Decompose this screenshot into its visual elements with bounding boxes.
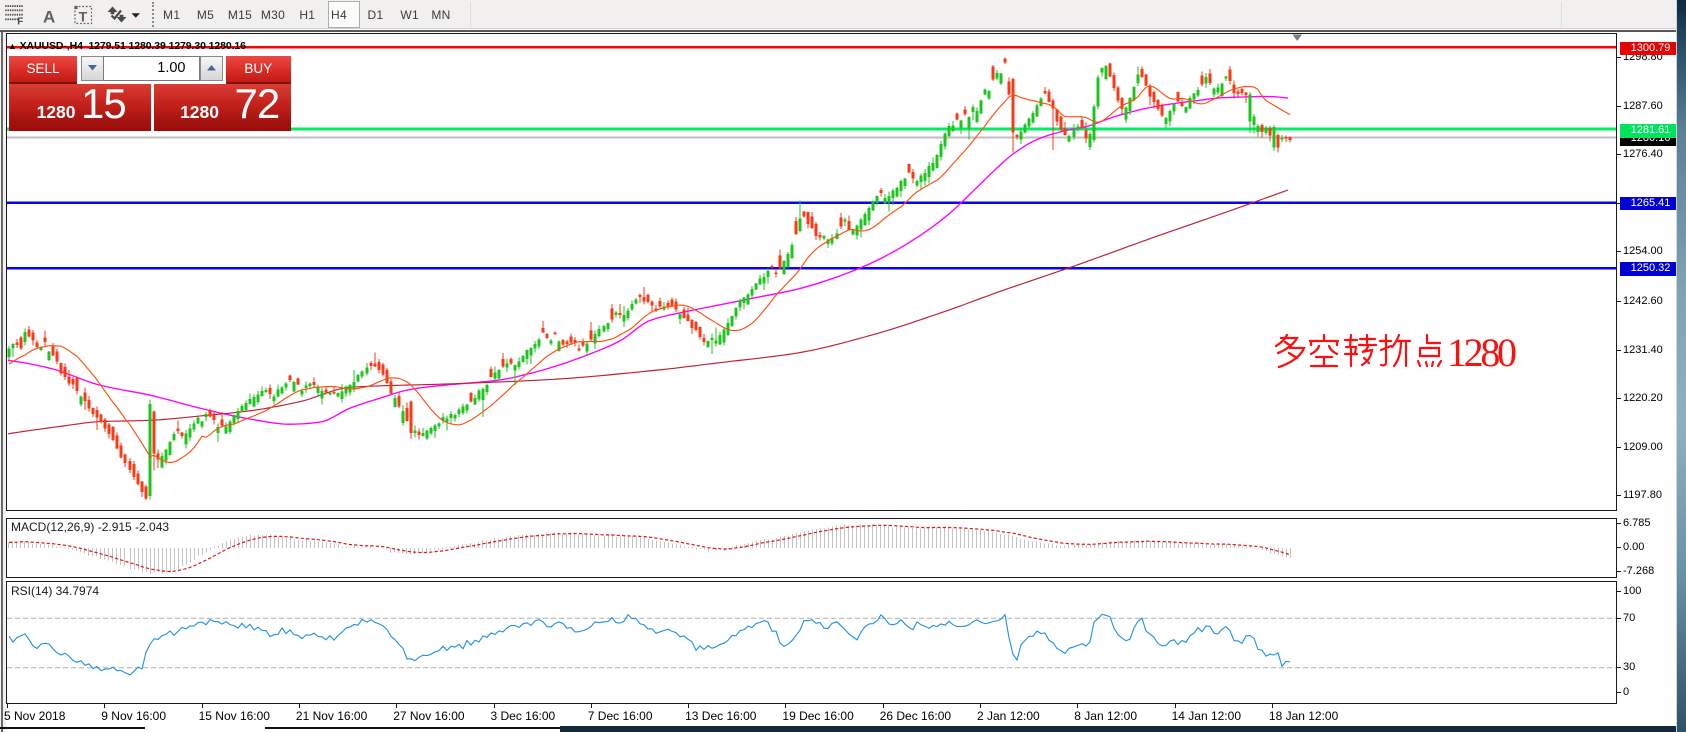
svg-text:A: A [43, 8, 55, 27]
svg-text:F: F [17, 17, 23, 28]
svg-text:1280: 1280 [1447, 330, 1517, 375]
svg-text:T: T [79, 9, 88, 25]
